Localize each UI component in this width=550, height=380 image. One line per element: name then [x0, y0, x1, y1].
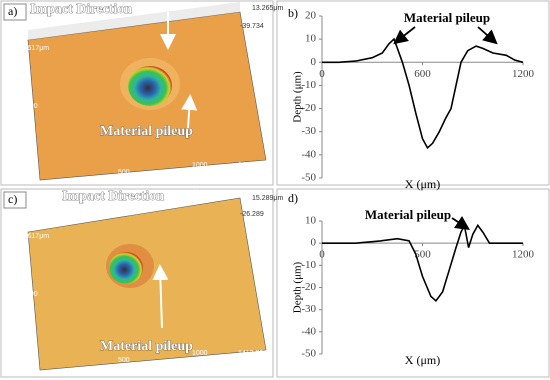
- x-1000: 1000: [192, 350, 208, 357]
- x-axis-title: X (μm): [405, 353, 440, 367]
- annotation-arrow: [477, 26, 498, 45]
- annotation-arrow: [451, 216, 470, 230]
- x-tick-label: 1200: [512, 68, 535, 80]
- y-mid: 500: [26, 103, 38, 110]
- panel-label: b): [288, 6, 298, 20]
- annotation: Material pileup: [404, 10, 490, 25]
- surface-panel: [0, 188, 274, 378]
- y-max: 1059.617μm: [10, 45, 49, 52]
- data-line: [322, 222, 523, 302]
- x-max: 1413.284: [238, 350, 267, 357]
- y-tick-label: -10: [301, 79, 316, 91]
- x-tick-label: 600: [414, 68, 431, 80]
- surface-panel: [0, 0, 274, 186]
- y-tick-label: 0: [311, 56, 317, 68]
- z-max: 13.265μm: [252, 5, 283, 12]
- x-500: 500: [118, 357, 130, 364]
- y-axis-title: Depth (μm): [292, 71, 304, 123]
- x-tick-label: 500: [414, 249, 431, 261]
- pileup-label: Material pileup: [100, 124, 193, 139]
- x-1000: 1000: [192, 162, 208, 169]
- pileup-label: Material pileup: [100, 339, 193, 354]
- data-line: [322, 37, 524, 150]
- y-tick-label: -40: [301, 148, 316, 160]
- panel-label: c): [8, 192, 17, 206]
- y-tick-label: 0: [311, 237, 317, 249]
- x-max: 1413.284: [238, 162, 267, 169]
- direction-label: Impact Direction: [62, 189, 164, 204]
- annotation: Material pileup: [365, 207, 451, 222]
- y-tick-label: 10: [305, 33, 317, 45]
- y-tick-label: -50: [301, 348, 316, 360]
- y-tick-label: -20: [301, 102, 316, 114]
- y-tick-label: -10: [301, 259, 316, 271]
- panel-label: d): [288, 191, 298, 205]
- y-axis-title: Depth (μm): [292, 261, 304, 313]
- z-min: -26.289: [240, 211, 264, 218]
- panel-label-box: [3, 191, 27, 209]
- z-min: -39.734: [240, 23, 264, 30]
- y-tick-label: -20: [301, 281, 316, 293]
- direction-label: Impact Direction: [30, 2, 132, 17]
- origin: 0μm: [14, 177, 28, 184]
- x-tick-label: 1200: [512, 249, 535, 261]
- annotation-arrow: [393, 26, 416, 45]
- y-tick-label: -40: [301, 325, 316, 337]
- z-max: 15.289μm: [252, 195, 283, 202]
- x-500: 500: [118, 169, 130, 176]
- panel-label-box: [3, 3, 27, 21]
- y-mid: 500: [26, 291, 38, 298]
- y-tick-label: -50: [301, 172, 316, 184]
- panel-frame: [276, 188, 550, 378]
- panel-frame: [276, 0, 550, 186]
- y-tick-label: 10: [305, 215, 317, 227]
- y-tick-label: 20: [305, 10, 317, 22]
- panel-label: a): [8, 4, 17, 18]
- y-max: 1059.617μm: [10, 233, 49, 240]
- x-tick-label: 0: [319, 249, 325, 261]
- origin: 0μm: [14, 365, 28, 372]
- y-tick-label: -30: [301, 303, 316, 315]
- x-axis-title: X (μm): [405, 177, 440, 191]
- x-tick-label: 0: [319, 68, 325, 80]
- y-tick-label: -30: [301, 125, 316, 137]
